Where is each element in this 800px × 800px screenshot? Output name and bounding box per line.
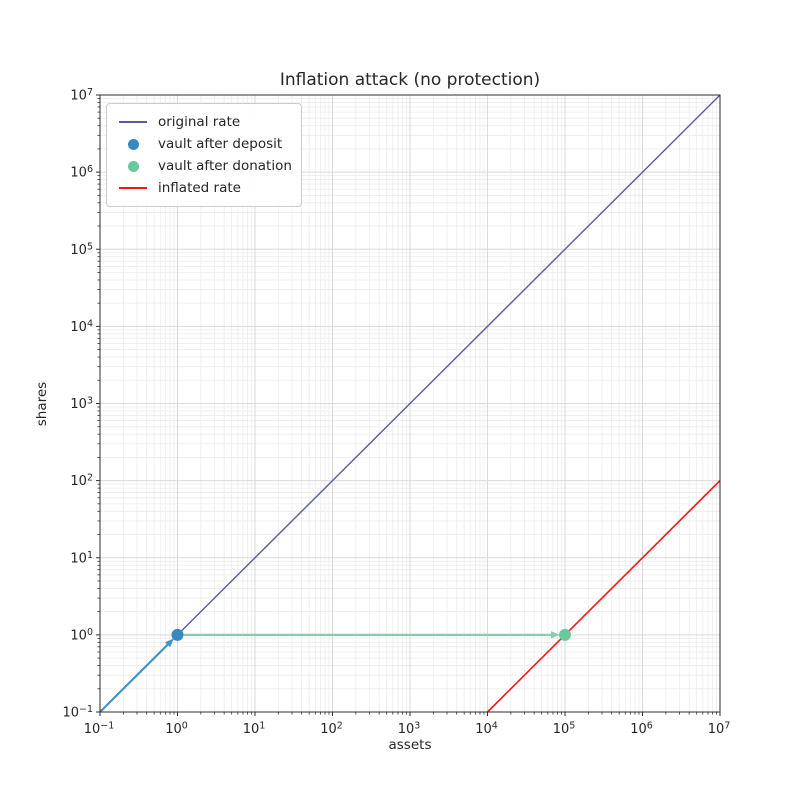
dot-swatch-icon bbox=[127, 160, 139, 172]
svg-text:103: 103 bbox=[398, 721, 421, 738]
svg-text:103: 103 bbox=[70, 396, 93, 413]
legend-swatch-box bbox=[116, 138, 150, 150]
svg-text:104: 104 bbox=[70, 318, 93, 335]
svg-text:10−1: 10−1 bbox=[84, 721, 115, 738]
svg-text:101: 101 bbox=[243, 721, 266, 738]
legend-swatch-box bbox=[116, 160, 150, 172]
legend-item-inflated-rate: inflated rate bbox=[116, 177, 292, 199]
legend-swatch-box bbox=[116, 121, 150, 123]
legend-label: inflated rate bbox=[158, 180, 241, 196]
svg-text:106: 106 bbox=[630, 721, 653, 738]
legend-swatch-box bbox=[116, 187, 150, 189]
legend-label: vault after deposit bbox=[158, 136, 283, 152]
svg-text:105: 105 bbox=[553, 721, 576, 738]
legend-label: original rate bbox=[158, 114, 241, 130]
legend: original rate vault after deposit vault … bbox=[106, 103, 302, 207]
line-swatch-icon bbox=[119, 187, 147, 189]
svg-text:107: 107 bbox=[70, 87, 93, 104]
legend-item-vault-after-donation: vault after donation bbox=[116, 155, 292, 177]
svg-text:105: 105 bbox=[70, 241, 93, 258]
chart-title: Inflation attack (no protection) bbox=[279, 70, 541, 90]
legend-item-original-rate: original rate bbox=[116, 111, 292, 133]
svg-text:107: 107 bbox=[708, 721, 731, 738]
x-axis-label: assets bbox=[388, 737, 432, 753]
y-axis-label-text: shares bbox=[34, 381, 50, 427]
line-swatch-icon bbox=[119, 121, 147, 123]
svg-text:106: 106 bbox=[70, 164, 93, 181]
svg-text:10−1: 10−1 bbox=[62, 704, 93, 721]
dot-swatch-icon bbox=[127, 138, 139, 150]
svg-text:102: 102 bbox=[320, 721, 343, 738]
svg-text:101: 101 bbox=[70, 550, 93, 567]
svg-text:100: 100 bbox=[165, 721, 188, 738]
svg-text:102: 102 bbox=[70, 473, 93, 490]
svg-text:100: 100 bbox=[70, 627, 93, 644]
legend-label: vault after donation bbox=[158, 158, 292, 174]
svg-text:104: 104 bbox=[475, 721, 498, 738]
legend-item-vault-after-deposit: vault after deposit bbox=[116, 133, 292, 155]
